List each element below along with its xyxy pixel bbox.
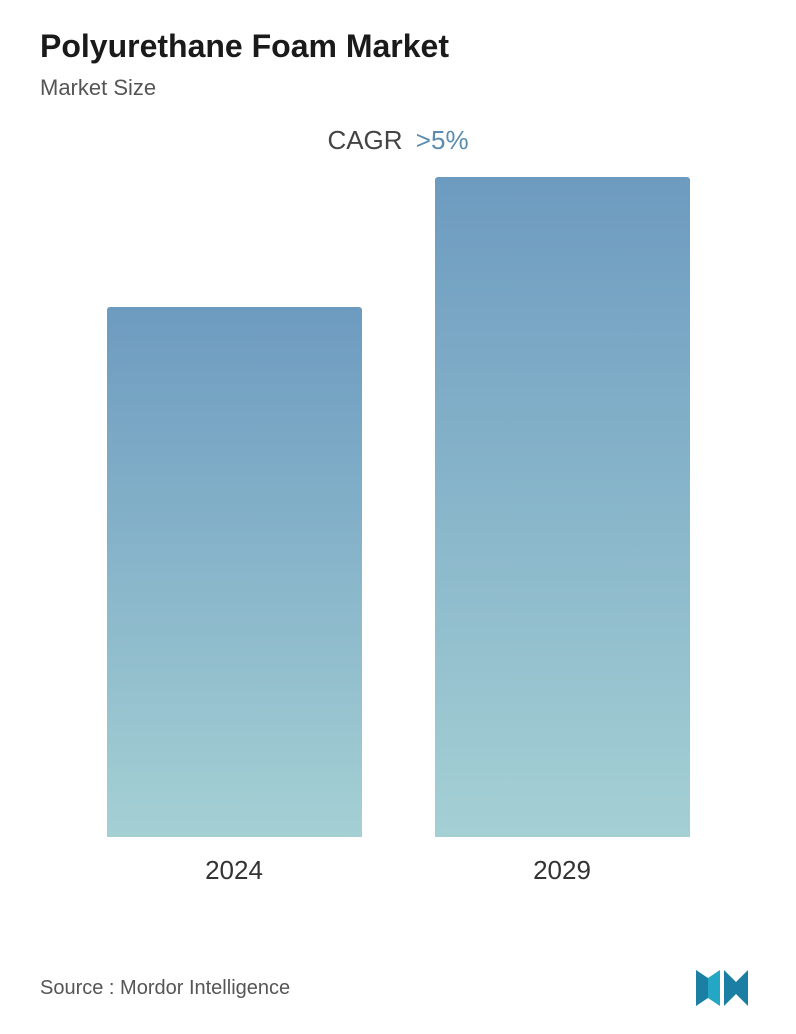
cagr-label: CAGR — [327, 125, 402, 155]
cagr-row: CAGR >5% — [40, 125, 756, 156]
bar-2024 — [107, 307, 362, 837]
source-label: Source : Mordor Intelligence — [40, 977, 290, 1000]
brand-logo-icon — [694, 968, 756, 1008]
cagr-value: >5% — [416, 125, 469, 155]
footer: Source : Mordor Intelligence — [40, 968, 756, 1008]
bar-label: 2029 — [533, 855, 591, 886]
page-subtitle: Market Size — [40, 75, 756, 101]
page-title: Polyurethane Foam Market — [40, 28, 756, 65]
bar-2029 — [435, 177, 690, 837]
bar-chart: 2024 2029 — [40, 166, 756, 886]
bar-group: 2024 — [107, 166, 362, 886]
bar-label: 2024 — [205, 855, 263, 886]
bar-group: 2029 — [435, 166, 690, 886]
